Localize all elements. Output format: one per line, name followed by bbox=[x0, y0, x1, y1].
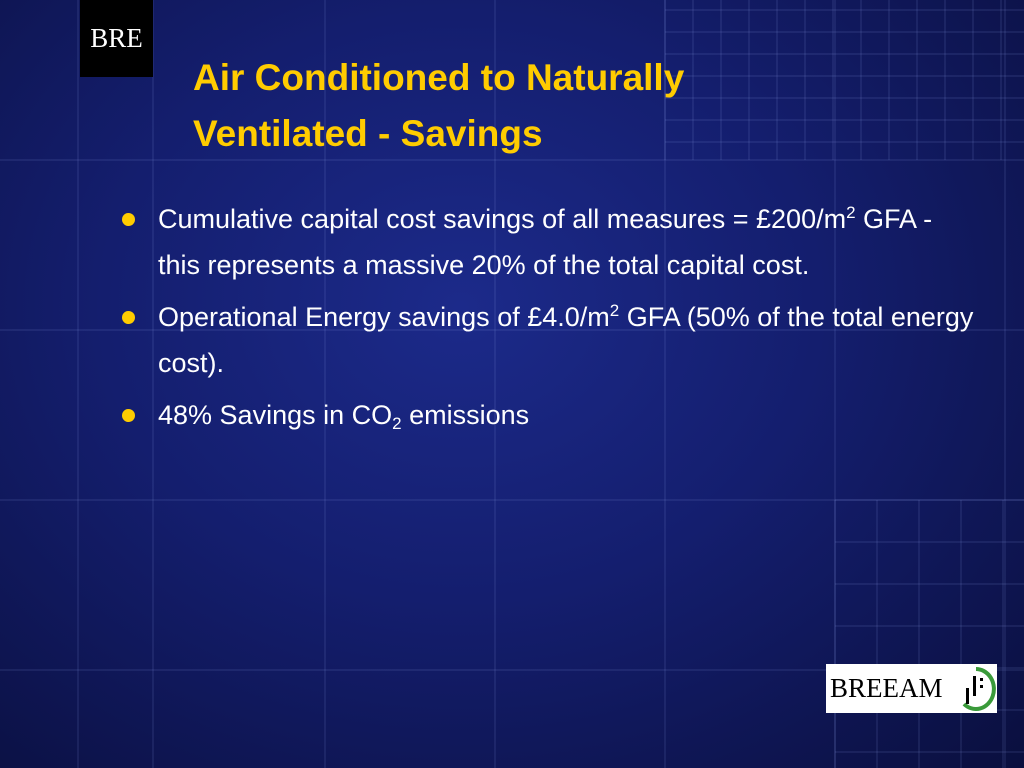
icon-dot bbox=[980, 678, 983, 681]
bullet-dot bbox=[122, 409, 135, 422]
bullet-text: 48% Savings in CO bbox=[158, 400, 393, 430]
bullet-list: Cumulative capital cost savings of all m… bbox=[120, 196, 980, 444]
bullet-text: GFA - this represents a massive 20% of t… bbox=[158, 204, 933, 280]
bullet-text: 2 bbox=[846, 203, 856, 222]
bre-logo: BRE bbox=[80, 0, 153, 77]
icon-arc bbox=[962, 667, 996, 711]
title-line: Ventilated - Savings bbox=[193, 113, 543, 154]
bullet-dot bbox=[122, 213, 135, 226]
bullet-text: GFA (50% of the total energy cost). bbox=[158, 302, 974, 378]
logo-text: BRE bbox=[90, 23, 143, 53]
icon-bar bbox=[973, 676, 976, 696]
icon-dot bbox=[980, 685, 983, 688]
bullet-item: Operational Energy savings of £4.0/m2 GF… bbox=[120, 294, 980, 386]
bullet-text: Operational Energy savings of £4.0/m bbox=[158, 302, 610, 332]
bullet-item: Cumulative capital cost savings of all m… bbox=[120, 196, 980, 288]
icon-bar bbox=[966, 688, 969, 704]
breeam-text: BREEAM bbox=[830, 673, 943, 703]
bullet-dot bbox=[122, 311, 135, 324]
breeam-logo: BREEAM bbox=[826, 664, 997, 713]
breeam-icon bbox=[962, 667, 996, 711]
bullet-text: emissions bbox=[401, 400, 530, 430]
bullet-text: 2 bbox=[392, 414, 402, 433]
title-line: Air Conditioned to Naturally bbox=[193, 57, 685, 98]
bullet-item: 48% Savings in CO2 emissions bbox=[120, 392, 980, 438]
title: Air Conditioned to Naturally Ventilated … bbox=[193, 50, 684, 162]
bullet-text: 2 bbox=[609, 301, 620, 320]
bullet-text: Cumulative capital cost savings of all m… bbox=[158, 204, 847, 234]
